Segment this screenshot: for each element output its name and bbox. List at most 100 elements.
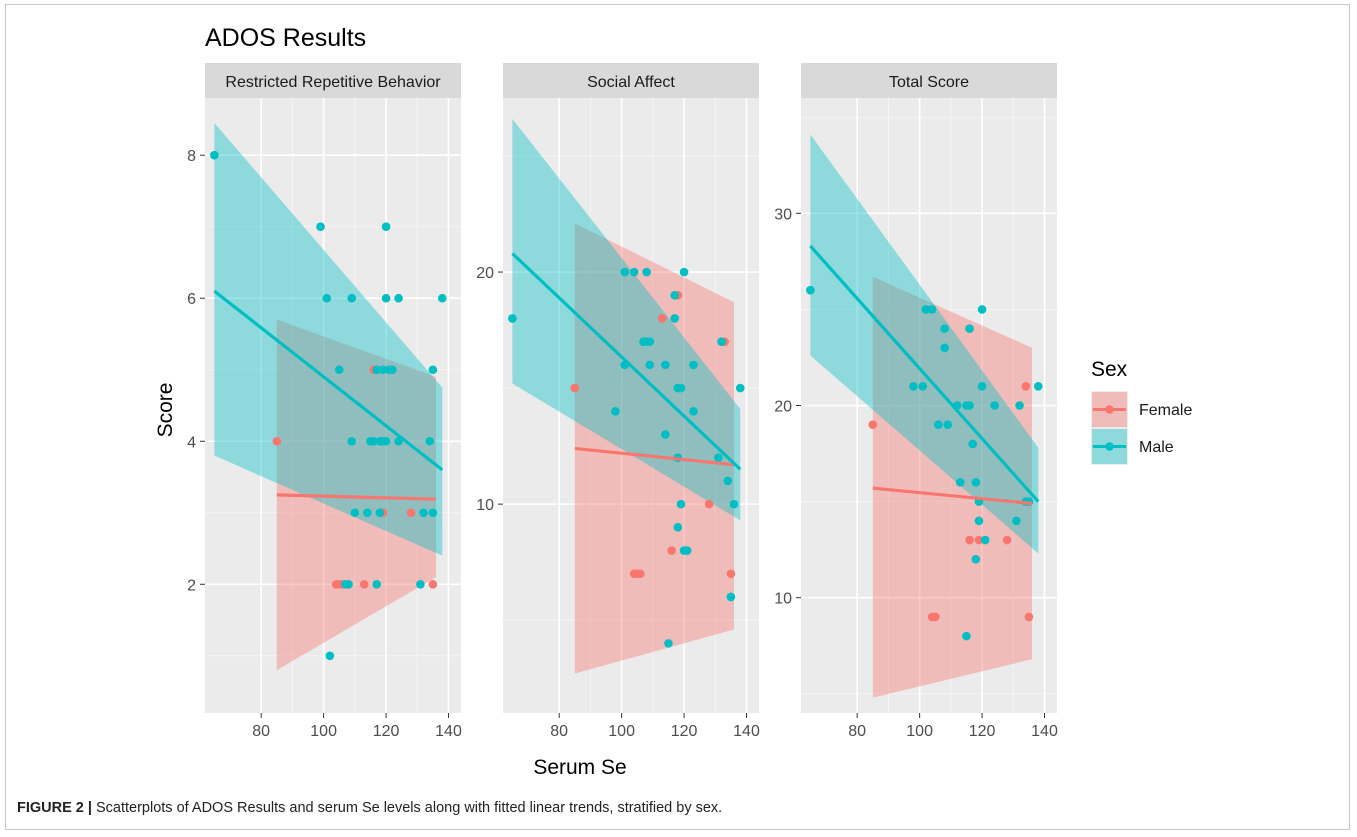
data-point-female [1002, 535, 1012, 545]
data-point-male [369, 436, 378, 446]
legend-title: Sex [1091, 358, 1128, 381]
trend-line-female [574, 446, 735, 467]
x-tick-label: 100 [608, 723, 635, 740]
panel-3: Total Score 80 100 120 140 10 20 30 [774, 63, 1058, 740]
data-point-male [689, 360, 698, 370]
panel-background [205, 98, 461, 713]
data-point-female [1024, 612, 1034, 622]
data-point-male [437, 293, 447, 303]
data-point-male [977, 381, 987, 391]
data-point-female [636, 569, 645, 579]
confidence-band-female [276, 319, 437, 671]
data-point-female [868, 420, 878, 430]
chart-title: ADOS Results [205, 24, 366, 52]
confidence-band-male [810, 134, 1039, 554]
data-point-male [943, 420, 953, 430]
data-point-male [965, 401, 974, 410]
data-point-female [704, 499, 714, 509]
data-point-male [416, 579, 425, 589]
x-tick-label: 140 [1031, 723, 1058, 740]
data-point-male [419, 508, 428, 518]
data-point-female [428, 579, 438, 589]
data-point-male [940, 324, 949, 333]
data-point-female [406, 508, 416, 518]
data-point-male [971, 478, 981, 487]
x-tick-label: 80 [252, 723, 270, 740]
data-point-male [620, 267, 630, 277]
data-point-male [645, 360, 655, 370]
figure-caption: FIGURE 2 | Scatterplots of ADOS Results … [17, 800, 722, 816]
legend-key-point [1105, 405, 1114, 414]
y-tick-label: 30 [774, 206, 792, 223]
confidence-band-male [214, 123, 443, 556]
trend-line-male [511, 252, 742, 471]
y-tick-label: 10 [476, 497, 494, 514]
data-point-male [962, 631, 971, 641]
data-point-male [394, 293, 403, 303]
data-point-male [372, 365, 382, 375]
data-point-male [977, 305, 987, 314]
x-tick-label: 80 [848, 723, 866, 740]
data-point-male [965, 324, 974, 333]
data-point-male [940, 343, 949, 353]
panel-strip [205, 63, 461, 98]
data-point-female [974, 535, 984, 545]
data-point-male [723, 476, 733, 486]
trend-line-male [213, 289, 444, 472]
data-point-male [372, 579, 382, 589]
y-tick-label: 8 [187, 148, 196, 165]
data-point-male [909, 381, 918, 391]
trend-line-female [276, 493, 437, 501]
y-tick-label: 2 [187, 577, 196, 594]
data-point-male [735, 383, 745, 393]
y-tick-label: 10 [774, 591, 792, 608]
figure-caption-label: FIGURE 2 | [17, 800, 92, 816]
legend-item-label: Male [1139, 439, 1174, 456]
data-point-male [726, 592, 736, 602]
data-point-male [375, 508, 385, 518]
data-point-male [425, 436, 435, 446]
data-point-male [661, 430, 670, 439]
data-point-male [210, 150, 219, 160]
data-point-male [334, 365, 344, 375]
data-point-male [679, 267, 689, 277]
data-point-male [717, 337, 726, 346]
data-point-female [657, 314, 667, 323]
trend-line-male [809, 244, 1040, 503]
data-point-male [378, 365, 388, 375]
data-point-male [611, 407, 620, 416]
data-point-male [714, 453, 723, 463]
data-point-male [347, 293, 357, 303]
data-point-male [629, 267, 639, 277]
y-tick-label: 4 [187, 434, 196, 451]
legend-item-female: Female [1091, 391, 1192, 428]
y-tick-label: 20 [774, 399, 792, 416]
legend: Sex Female Male [1091, 358, 1192, 465]
data-point-male [642, 267, 651, 277]
panel-2: Social Affect 80 100 120 140 10 20 [476, 63, 760, 740]
data-point-male [968, 439, 978, 449]
confidence-band-female [574, 223, 735, 674]
legend-item-male: Male [1091, 428, 1174, 465]
data-point-male [381, 222, 391, 232]
data-point-male [363, 508, 372, 518]
ados-results-chart: ADOS Results Restricted Repetitive Behavi… [154, 24, 1192, 779]
data-point-male [381, 436, 391, 446]
data-point-male [645, 337, 655, 346]
trend-line-female [872, 486, 1033, 506]
data-point-male [955, 478, 965, 487]
data-point-male [918, 381, 928, 391]
data-point-male [673, 523, 683, 532]
y-axis-title: Score [154, 383, 177, 438]
x-tick-label: 120 [671, 723, 698, 740]
data-point-male [350, 508, 360, 518]
x-tick-label: 120 [969, 723, 996, 740]
data-point-male [806, 285, 815, 295]
legend-item-label: Female [1139, 402, 1192, 419]
x-tick-label: 140 [435, 723, 462, 740]
data-point-male [661, 360, 670, 370]
data-point-male [921, 305, 931, 314]
y-tick-label: 20 [476, 265, 494, 282]
data-point-male [1033, 381, 1043, 391]
data-point-female [359, 579, 369, 589]
